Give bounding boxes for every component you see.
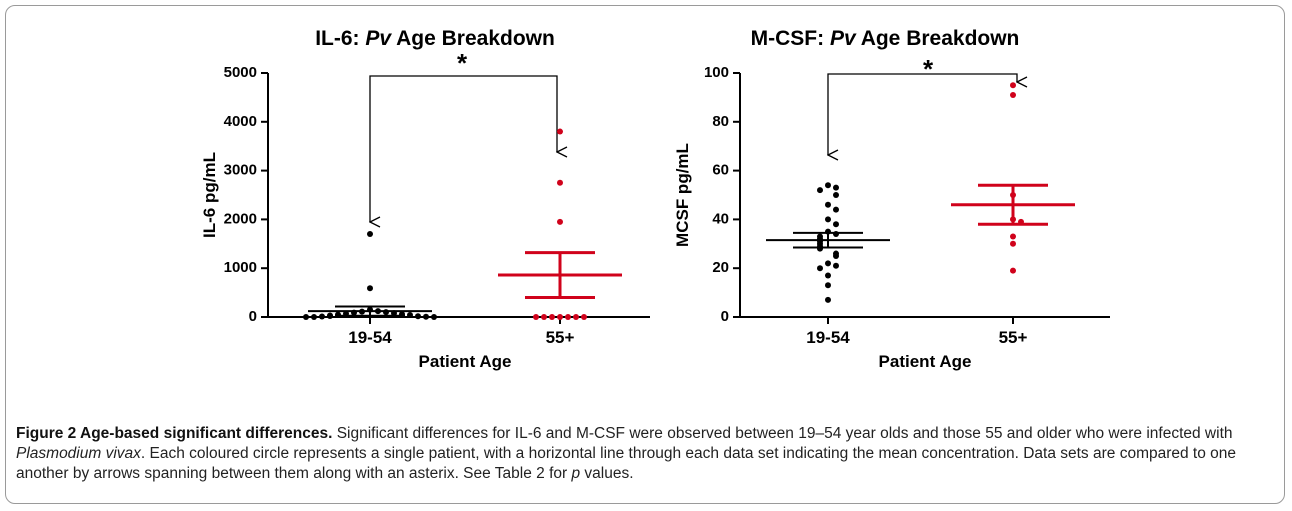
data-point <box>817 265 823 272</box>
y-tick-label: 20 <box>712 259 729 276</box>
data-point <box>825 282 831 289</box>
data-point <box>565 314 571 320</box>
x-axis-label: Patient Age <box>419 352 512 371</box>
x-tick-label: 55+ <box>999 328 1028 347</box>
title-part: Pv <box>365 27 392 50</box>
data-point <box>549 314 555 320</box>
y-tick-label: 1000 <box>224 259 257 276</box>
y-axis-label: MCSF pg/mL <box>673 143 692 247</box>
data-point <box>1010 267 1016 274</box>
data-point <box>833 262 839 269</box>
comparison-arrow <box>370 75 557 222</box>
data-point <box>1010 91 1016 98</box>
y-tick-label: 80 <box>712 113 729 130</box>
y-tick-label: 0 <box>249 308 257 325</box>
data-point <box>319 313 325 320</box>
caption-text: Significant differences for IL-6 and M-C… <box>336 425 1233 442</box>
data-point <box>825 216 831 223</box>
caption-text: . Each coloured circle represents a sing… <box>16 445 1237 482</box>
significance-marker: * <box>457 48 468 78</box>
data-point <box>423 313 429 320</box>
data-point <box>1010 82 1016 89</box>
title-part: Age Breakdown <box>861 27 1020 50</box>
data-point <box>415 313 421 320</box>
data-point <box>581 314 587 320</box>
data-point <box>367 285 373 292</box>
title-part: Pv <box>830 27 857 50</box>
data-point <box>1010 240 1016 247</box>
caption: Figure 2 Age-based significant differenc… <box>16 424 1278 484</box>
data-point <box>557 128 563 135</box>
y-tick-label: 4000 <box>224 113 257 130</box>
data-point <box>817 187 823 194</box>
data-point <box>833 192 839 198</box>
data-point <box>825 182 831 189</box>
y-tick-label: 3000 <box>224 162 257 179</box>
caption-label: Figure 2 Age-based significant differenc… <box>16 425 333 442</box>
data-point <box>833 184 839 191</box>
y-tick-label: 5000 <box>224 64 257 81</box>
y-tick-label: 60 <box>712 162 729 179</box>
caption-text: values. <box>584 465 634 482</box>
y-tick-label: 40 <box>712 210 729 227</box>
y-tick-label: 0 <box>721 308 729 325</box>
data-point <box>311 314 317 320</box>
x-axis-label: Patient Age <box>879 352 972 371</box>
y-tick-label: 100 <box>704 64 729 81</box>
chart-title: M-CSF: Pv Age Breakdown <box>751 27 1020 50</box>
data-point <box>367 231 373 238</box>
data-point <box>833 221 839 228</box>
caption-italic: p <box>571 465 581 482</box>
charts: IL-6: Pv Age Breakdown010002000300040005… <box>200 27 1110 371</box>
data-point <box>431 314 437 320</box>
figure-frame <box>5 5 1285 504</box>
data-point <box>303 314 309 320</box>
data-point <box>407 312 413 319</box>
title-part: M-CSF: <box>751 27 824 50</box>
data-point <box>825 272 831 279</box>
data-point <box>557 314 563 320</box>
y-axis-label: IL-6 pg/mL <box>200 152 219 238</box>
x-tick-label: 55+ <box>546 328 575 347</box>
data-point <box>557 179 563 186</box>
comparison-arrow <box>828 73 1017 155</box>
chart-title: IL-6: Pv Age Breakdown <box>315 27 555 50</box>
significance-marker: * <box>923 54 934 84</box>
data-point <box>825 201 831 208</box>
x-tick-label: 19-54 <box>348 328 392 347</box>
y-tick-label: 2000 <box>224 210 257 227</box>
data-point <box>833 253 839 259</box>
data-point <box>533 314 539 320</box>
data-point <box>541 314 547 320</box>
data-point <box>557 218 563 225</box>
title-part: IL-6: <box>315 27 359 50</box>
data-point <box>825 260 831 267</box>
data-point <box>573 314 579 320</box>
data-point <box>825 296 831 303</box>
title-part: Age Breakdown <box>396 27 555 50</box>
x-tick-label: 19-54 <box>806 328 850 347</box>
data-point <box>833 206 839 213</box>
data-point <box>327 313 333 320</box>
caption-italic: Plasmodium vivax <box>16 445 141 462</box>
data-point <box>1010 233 1016 240</box>
